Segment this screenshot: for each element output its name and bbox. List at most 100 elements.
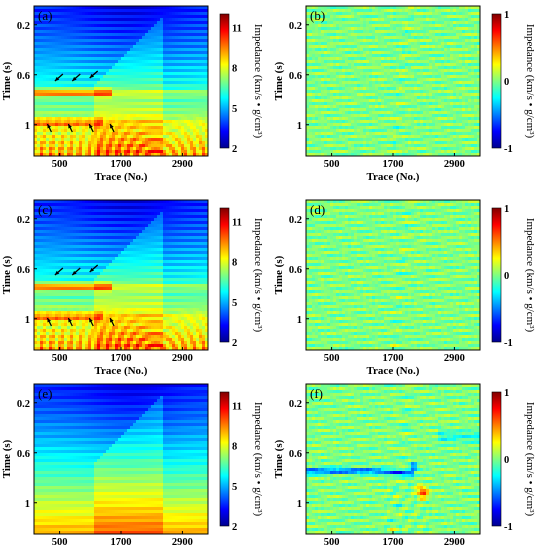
heatmap-cell (447, 39, 451, 43)
heatmap-cell (169, 57, 173, 61)
heatmap-cell (417, 108, 421, 112)
heatmap-cell (67, 69, 71, 73)
heatmap-cell (175, 45, 179, 49)
heatmap-cell (94, 141, 98, 145)
heatmap-cell (145, 69, 149, 73)
heatmap-cell (453, 108, 457, 112)
heatmap-cell (160, 84, 164, 88)
heatmap-cell (387, 45, 391, 49)
heatmap-cell (327, 57, 331, 61)
heatmap-cell (444, 90, 448, 94)
heatmap-cell (378, 108, 382, 112)
heatmap-cell (91, 141, 95, 145)
heatmap-cell (136, 36, 140, 40)
heatmap-cell (330, 81, 334, 85)
heatmap-cell (97, 60, 101, 64)
heatmap-cell (330, 60, 334, 64)
heatmap-cell (76, 108, 80, 112)
heatmap-cell (61, 66, 65, 70)
heatmap-cell (148, 9, 152, 13)
heatmap-cell (309, 69, 313, 73)
heatmap-cell (205, 114, 209, 118)
heatmap-cell (193, 60, 197, 64)
heatmap-cell (106, 99, 110, 103)
heatmap-cell (462, 75, 466, 79)
heatmap-cell (79, 120, 83, 124)
heatmap-cell (441, 15, 445, 19)
heatmap-cell (163, 75, 167, 79)
heatmap-cell (465, 99, 469, 103)
heatmap-cell (369, 6, 373, 10)
heatmap-cell (139, 153, 143, 157)
heatmap-cell (369, 99, 373, 103)
heatmap-cell (76, 24, 80, 28)
heatmap-cell (154, 39, 158, 43)
heatmap-cell (61, 147, 65, 151)
heatmap-cell (378, 30, 382, 34)
heatmap-cell (387, 18, 391, 22)
heatmap-cell (151, 117, 155, 121)
heatmap-cell (58, 63, 62, 67)
heatmap-cell (82, 150, 86, 154)
heatmap-cell (387, 33, 391, 37)
heatmap-cell (88, 114, 92, 118)
heatmap-cell (94, 126, 98, 130)
heatmap-cell (321, 78, 325, 82)
heatmap-cell (372, 84, 376, 88)
heatmap-cell (462, 108, 466, 112)
heatmap-cell (202, 90, 206, 94)
heatmap-cell (154, 126, 158, 130)
heatmap-cell (306, 108, 310, 112)
heatmap-cell (160, 54, 164, 58)
heatmap-cell (456, 30, 460, 34)
heatmap-cell (70, 21, 74, 25)
heatmap-cell (363, 90, 367, 94)
heatmap-cell (100, 96, 104, 100)
heatmap-cell (58, 132, 62, 136)
heatmap-cell (315, 60, 319, 64)
heatmap-cell (79, 42, 83, 46)
heatmap-cell (145, 114, 149, 118)
heatmap-cell (423, 27, 427, 31)
heatmap-cell (61, 150, 65, 154)
heatmap-cell (438, 30, 442, 34)
heatmap-cell (97, 42, 101, 46)
heatmap-cell (447, 57, 451, 61)
heatmap-cell (85, 21, 89, 25)
heatmap-cell (163, 81, 167, 85)
heatmap-cell (369, 48, 373, 52)
heatmap-cell (157, 18, 161, 22)
heatmap-cell (34, 114, 38, 118)
heatmap-cell (94, 60, 98, 64)
heatmap-cell (357, 99, 361, 103)
heatmap-cell (199, 60, 203, 64)
heatmap-cell (70, 18, 74, 22)
heatmap-cell (318, 39, 322, 43)
heatmap-cell (199, 132, 203, 136)
heatmap-cell (435, 57, 439, 61)
heatmap-cell (456, 69, 460, 73)
heatmap-cell (205, 63, 209, 67)
heatmap-cell (327, 30, 331, 34)
heatmap-cell (124, 72, 128, 76)
heatmap-cell (178, 120, 182, 124)
heatmap-cell (88, 48, 92, 52)
heatmap-cell (166, 12, 170, 16)
heatmap-cell (73, 24, 77, 28)
heatmap-cell (91, 111, 95, 115)
heatmap-cell (471, 75, 475, 79)
heatmap-cell (115, 108, 119, 112)
heatmap-cell (55, 57, 59, 61)
heatmap-cell (435, 90, 439, 94)
heatmap-cell (67, 63, 71, 67)
heatmap-cell (130, 84, 134, 88)
heatmap-cell (121, 36, 125, 40)
heatmap-cell (34, 66, 38, 70)
heatmap-cell (49, 18, 53, 22)
heatmap-cell (82, 12, 86, 16)
heatmap-cell (121, 54, 125, 58)
heatmap-cell (184, 108, 188, 112)
heatmap-cell (73, 108, 77, 112)
heatmap-cell (49, 96, 53, 100)
heatmap-cell (91, 30, 95, 34)
